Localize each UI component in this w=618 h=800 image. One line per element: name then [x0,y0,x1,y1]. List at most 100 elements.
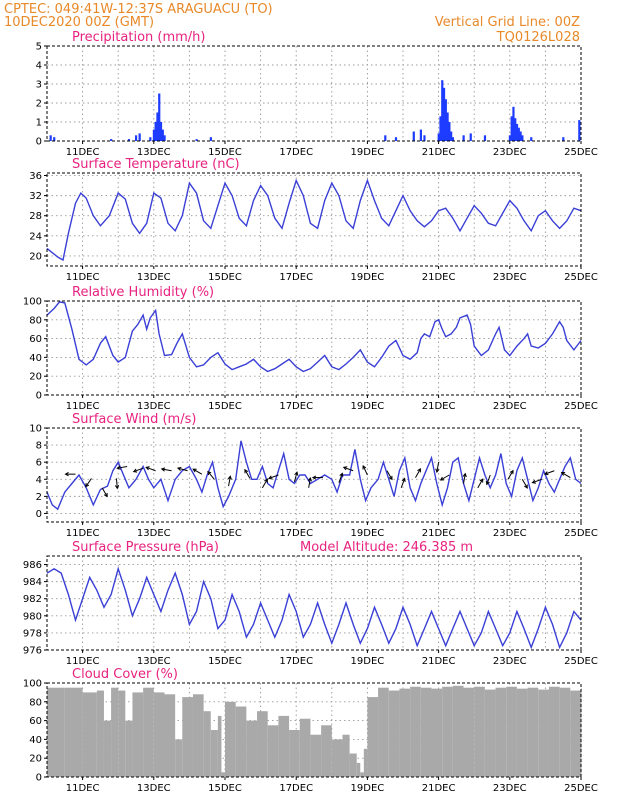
x-tick-label: 17DEC [279,783,313,794]
wind-arrow [207,470,215,480]
y-tick-label: 80 [29,315,42,326]
cloud-cover-bar [363,748,368,777]
x-tick-label: 19DEC [351,783,385,794]
y-tick-label: 1 [36,118,42,129]
date-label: 10DEC2020 00Z (GMT) [4,15,154,30]
x-tick-label: 15DEC [208,272,242,283]
cloud-cover-bar [64,687,83,777]
precip-bar [159,122,163,141]
precip-bar [451,137,455,141]
x-tick-label: 19DEC [351,272,385,283]
wind-arrow [244,468,251,479]
precipitation-panel: Precipitation (mm/h) 0 1 2 3 4 5 11DEC 13DEC 15D… [36,30,598,158]
precip-bar [195,139,198,141]
plot-frame [46,555,582,651]
wind-arrow [560,472,571,478]
precip-bar [163,135,166,141]
y-tick-label: 982 [23,594,42,605]
x-tick-label: 13DEC [137,528,171,539]
precip-bar [423,135,426,141]
y-tick-label: 986 [23,560,42,571]
x-tick-label: 13DEC [137,272,171,283]
x-tick-label: 25DEC [564,401,598,412]
cloud-cover-title: Cloud Cover (%) [72,667,178,682]
x-tick-label: 15DEC [208,528,242,539]
precip-bar [138,133,141,141]
precip-bar [530,137,533,141]
y-tick-label: 984 [23,577,42,588]
y-tick-label: 80 [29,697,42,708]
wind-arrow [311,475,323,480]
precip-bar [514,118,517,141]
x-tick-label: 23DEC [493,272,527,283]
precip-bar [441,80,444,141]
precip-bar [444,99,447,141]
x-tick-label: 15DEC [208,656,242,667]
pressure-panel: Surface Pressure (hPa) Model Altitude: 2… [23,540,598,667]
cloud-cover-bar [125,720,133,777]
y-tick-label: 4 [36,61,42,72]
x-tick-label: 13DEC [137,401,171,412]
x-tick-label: 23DEC [493,528,527,539]
y-tick-label: 8 [36,441,42,452]
cloud-cover-bar [175,739,183,777]
cloud-cover-bar [342,734,350,777]
precip-bar [149,137,152,141]
x-tick-label: 11DEC [66,528,100,539]
precip-bar [448,122,451,141]
cloud-cover-bar [118,690,126,777]
precip-bar [394,137,398,141]
precip-bar [53,137,56,141]
cloud-cover-bar [47,687,65,777]
precip-bar [519,131,522,141]
x-tick-label: 25DEC [564,783,598,794]
cloud-cover-bar [153,692,165,777]
cloud-cover-bar [570,690,581,777]
cloud-cover-bar [321,725,332,777]
x-tick-label: 17DEC [279,272,313,283]
y-tick-label: 28 [29,211,42,222]
cloud-cover-bar [192,694,204,777]
precip-bar [412,131,415,141]
humidity-title: Relative Humidity (%) [72,285,214,300]
cloud-cover-bar [235,706,247,777]
precip-bar [442,87,446,141]
wind-arrow [101,487,108,498]
cloud-cover-bar [203,711,211,777]
y-tick-label: 0 [36,773,42,784]
y-tick-label: 2 [36,492,42,503]
pressure-line [46,566,582,650]
cloud-cover-bar [548,686,560,777]
y-tick-label: 0 [36,509,42,520]
wind-arrow [415,467,421,478]
cloud-cover-bar [506,686,517,777]
x-tick-label: 13DEC [137,656,171,667]
cloud-cover-bar [452,685,464,777]
y-tick-label: 6 [36,458,42,469]
y-tick-label: 20 [29,754,42,765]
cloud-cover-bar [221,772,225,777]
wind-arrow [462,472,467,484]
cloud-cover-bar [111,687,119,777]
x-tick-label: 21DEC [422,783,456,794]
cloud-cover-bar [356,762,361,777]
x-tick-label: 25DEC [564,147,598,158]
cloud-cover-bar [484,689,496,777]
x-tick-label: 11DEC [66,783,100,794]
wind-line [46,440,582,511]
wind-arrow [192,468,203,475]
cloud-cover-bar [581,687,582,777]
wind-panel: Surface Wind (m/s) 0 2 4 6 8 10 11DEC 13DEC 15DE… [29,412,598,539]
precip-bar [384,135,387,141]
precip-bar [437,133,440,141]
cloud-cover-bar [349,753,357,777]
cloud-cover-bar [96,690,104,777]
precip-bar [158,93,161,141]
precip-bar [515,123,519,141]
wind-arrow [293,471,299,482]
wind-arrow [261,478,268,489]
y-tick-label: 60 [29,716,42,727]
precip-bar [578,120,581,141]
cloud-cover-bar [420,687,432,777]
wind-title: Surface Wind (m/s) [72,412,196,427]
